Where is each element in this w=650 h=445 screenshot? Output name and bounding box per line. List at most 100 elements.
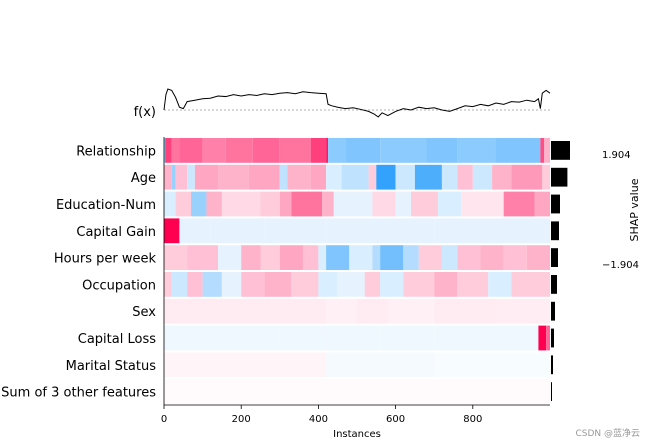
feature-labels: Relationship Age Education-Num Capital Gain… xyxy=(1,144,156,400)
heat-segment-education-num xyxy=(333,191,373,217)
heat-segment-relationship xyxy=(326,138,329,163)
heat-segment-age xyxy=(368,164,377,190)
heat-segment-hours-per-week xyxy=(187,245,219,270)
x-tick-label: 800 xyxy=(463,414,482,425)
feature-label-occupation: Occupation xyxy=(82,278,156,293)
heat-segment-relationship xyxy=(380,138,427,163)
heat-segment-capital-loss xyxy=(380,325,435,351)
heat-segment-hours-per-week xyxy=(164,245,188,270)
heat-segment-age xyxy=(326,164,342,190)
fx-line xyxy=(163,88,551,118)
heat-segment-age xyxy=(511,164,543,190)
colorbar-min-label: −1.904 xyxy=(602,260,639,271)
heat-segment-occupation xyxy=(187,272,203,297)
heat-segment-education-num xyxy=(438,191,462,217)
heat-segment-relationship xyxy=(202,138,226,163)
importance-bar-capital-loss xyxy=(551,328,554,348)
heat-segment-capital-loss xyxy=(546,325,550,351)
heat-segment-education-num xyxy=(191,191,207,217)
heat-segment-occupation xyxy=(202,272,222,297)
heat-segment-age xyxy=(376,164,396,190)
heat-segment-capital-gain xyxy=(434,218,496,244)
x-tick-label: 200 xyxy=(232,414,251,425)
heat-segment-occupation xyxy=(241,272,265,297)
heat-segment-education-num xyxy=(411,191,439,217)
importance-bar-capital-gain xyxy=(551,221,559,241)
heat-segment-relationship xyxy=(345,138,381,163)
heat-segment-age xyxy=(310,164,327,190)
heat-segment-hours-per-week xyxy=(260,245,280,270)
heat-segment-hours-per-week xyxy=(418,245,442,270)
heat-segment-hours-per-week xyxy=(326,245,350,270)
heat-segment-relationship xyxy=(495,138,541,163)
heat-segment-occupation xyxy=(457,272,489,297)
heat-segment-marital-status xyxy=(326,352,435,378)
heat-segment-age xyxy=(248,164,280,190)
heat-segment-hours-per-week xyxy=(218,245,242,270)
importance-bar-sum-of-3-other-features xyxy=(551,382,552,401)
heat-segment-education-num xyxy=(461,191,504,217)
heat-segment-capital-gain xyxy=(179,218,211,244)
heat-segment-hours-per-week xyxy=(241,245,261,270)
importance-bar-marital-status xyxy=(551,355,553,375)
heat-segment-age xyxy=(279,164,288,190)
heat-segment-capital-gain xyxy=(326,218,373,244)
heat-segment-capital-gain xyxy=(164,218,180,244)
watermark: CSDN @蓝净云 xyxy=(575,429,640,439)
heat-segment-age xyxy=(175,164,188,190)
heat-segment-relationship xyxy=(165,138,172,163)
heat-segment-capital-gain xyxy=(372,218,435,244)
feature-label-age: Age xyxy=(131,171,156,186)
heat-segment-education-num xyxy=(503,191,535,217)
heat-segment-capital-gain xyxy=(210,218,265,244)
heat-segment-occupation xyxy=(171,272,188,297)
heat-segment-capital-gain xyxy=(495,218,550,244)
heat-segment-hours-per-week xyxy=(380,245,404,270)
feature-label-capital-loss: Capital Loss xyxy=(78,332,156,347)
heat-segment-age xyxy=(395,164,415,190)
fx-label: f(x) xyxy=(134,105,156,120)
heat-segment-capital-loss xyxy=(164,325,280,351)
heat-segment-hours-per-week xyxy=(480,245,504,270)
heat-segment-education-num xyxy=(322,191,334,217)
heat-segment-age xyxy=(341,164,369,190)
heat-segment-occupation xyxy=(221,272,242,297)
heat-segment-sex xyxy=(357,298,388,324)
heat-segment-education-num xyxy=(291,191,323,217)
heat-segment-age xyxy=(472,164,493,190)
feature-label-sex: Sex xyxy=(132,305,156,320)
heat-segment-capital-loss xyxy=(279,325,327,351)
heat-segment-sex xyxy=(164,298,327,324)
heat-segment-relationship xyxy=(544,138,550,163)
heat-segment-age xyxy=(414,164,442,190)
heat-segment-education-num xyxy=(206,191,222,217)
heat-segment-education-num xyxy=(221,191,261,217)
x-tick-label: 0 xyxy=(161,414,167,425)
heat-segment-sex xyxy=(495,298,550,324)
heat-segment-hours-per-week xyxy=(457,245,481,270)
heat-segment-sex xyxy=(326,298,357,324)
heat-segment-capital-loss xyxy=(372,325,381,351)
heat-segment-hours-per-week xyxy=(302,245,319,270)
heat-segment-capital-loss xyxy=(495,325,539,351)
feature-label-sum-of-3-other-features: Sum of 3 other features xyxy=(1,386,156,401)
colorbar-max-label: 1.904 xyxy=(602,150,631,161)
heat-segment-age xyxy=(287,164,311,190)
heat-segment-occupation xyxy=(337,272,365,297)
heat-segment-relationship xyxy=(225,138,253,163)
heat-segment-education-num xyxy=(395,191,412,217)
feature-label-hours-per-week: Hours per week xyxy=(54,252,157,267)
heat-segment-age xyxy=(492,164,512,190)
heat-segment-occupation xyxy=(318,272,338,297)
heat-segment-occupation xyxy=(434,272,458,297)
x-axis-label: Instances xyxy=(333,429,381,440)
heat-segment-age xyxy=(441,164,458,190)
heat-segment-hours-per-week xyxy=(318,245,327,270)
heat-segment-education-num xyxy=(372,191,396,217)
heat-segment-relationship xyxy=(310,138,327,163)
heat-segment-age xyxy=(171,164,176,190)
heat-segment-relationship xyxy=(252,138,280,163)
heatmap-cells xyxy=(164,138,550,404)
heat-segment-occupation xyxy=(291,272,319,297)
heat-segment-relationship xyxy=(171,138,180,163)
